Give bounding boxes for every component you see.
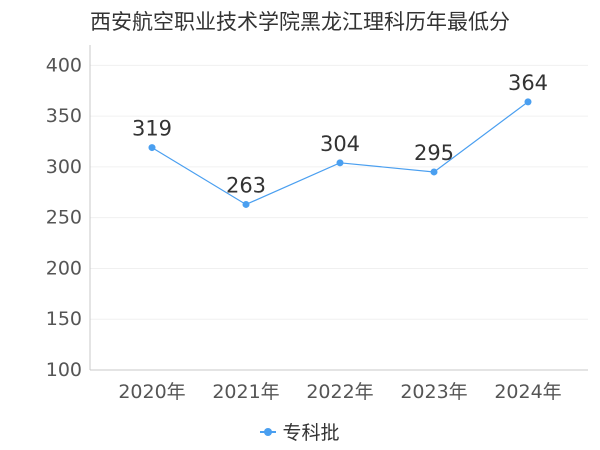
x-tick-label: 2024年	[494, 381, 561, 403]
data-point[interactable]	[242, 200, 250, 208]
data-point[interactable]	[336, 159, 344, 167]
x-axis-ticks: 2020年 2021年 2022年 2023年 2024年	[118, 381, 561, 403]
data-label: 304	[320, 132, 360, 156]
data-label: 319	[132, 117, 172, 141]
y-tick-label: 350	[46, 105, 82, 127]
y-axis-ticks: 100 150 200 250 300 350 400	[46, 54, 82, 381]
legend[interactable]: 专科批	[0, 418, 600, 445]
chart-title: 西安航空职业技术学院黑龙江理科历年最低分	[90, 10, 510, 34]
data-label: 364	[508, 71, 548, 95]
y-tick-label: 250	[46, 207, 82, 229]
y-tick-label: 100	[46, 359, 82, 381]
y-tick-label: 300	[46, 156, 82, 178]
x-tick-label: 2020年	[118, 381, 185, 403]
x-tick-label: 2021年	[212, 381, 279, 403]
legend-label: 专科批	[282, 422, 340, 444]
series-layer: 319 263 304 295 364	[132, 71, 548, 208]
grid-lines	[90, 64, 588, 320]
y-tick-label: 200	[46, 257, 82, 279]
data-point[interactable]	[430, 168, 438, 176]
legend-line-marker-icon	[260, 427, 277, 437]
data-point[interactable]	[524, 98, 532, 106]
x-tick-label: 2023年	[400, 381, 467, 403]
y-tick-label: 150	[46, 308, 82, 330]
y-tick-label: 400	[46, 54, 82, 76]
data-label: 263	[226, 173, 266, 197]
x-tick-label: 2022年	[306, 381, 373, 403]
data-label: 295	[414, 141, 454, 165]
data-point[interactable]	[148, 144, 156, 152]
